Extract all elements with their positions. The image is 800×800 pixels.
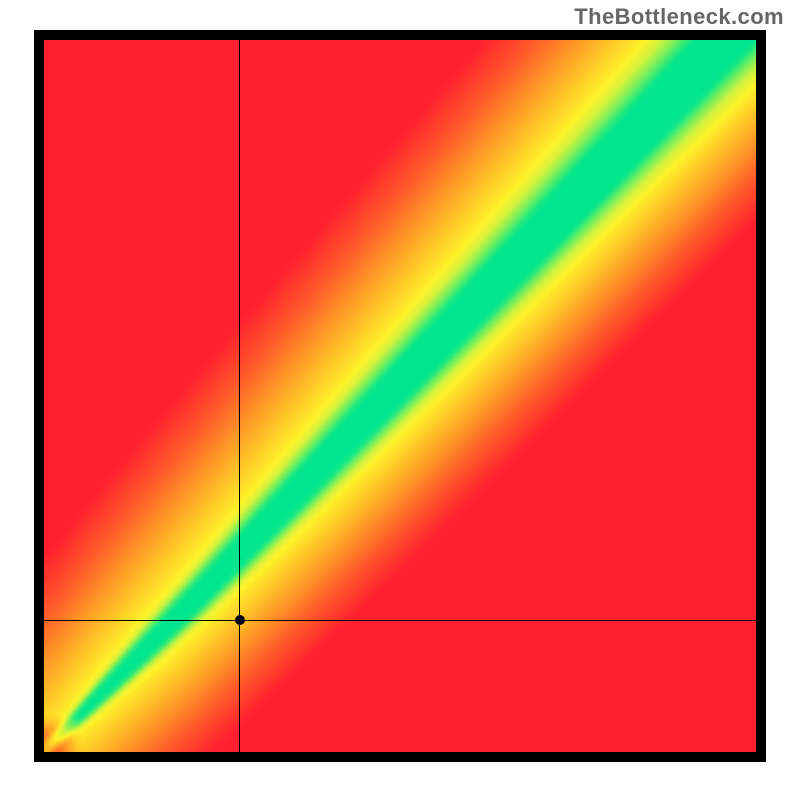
watermark-text: TheBottleneck.com [574, 4, 784, 30]
crosshair-vertical [239, 40, 240, 752]
chart-container: TheBottleneck.com [0, 0, 800, 800]
heatmap-canvas [44, 40, 756, 752]
plot-frame [34, 30, 766, 762]
plot-area [44, 40, 756, 752]
crosshair-horizontal [44, 620, 756, 621]
crosshair-marker [235, 615, 245, 625]
